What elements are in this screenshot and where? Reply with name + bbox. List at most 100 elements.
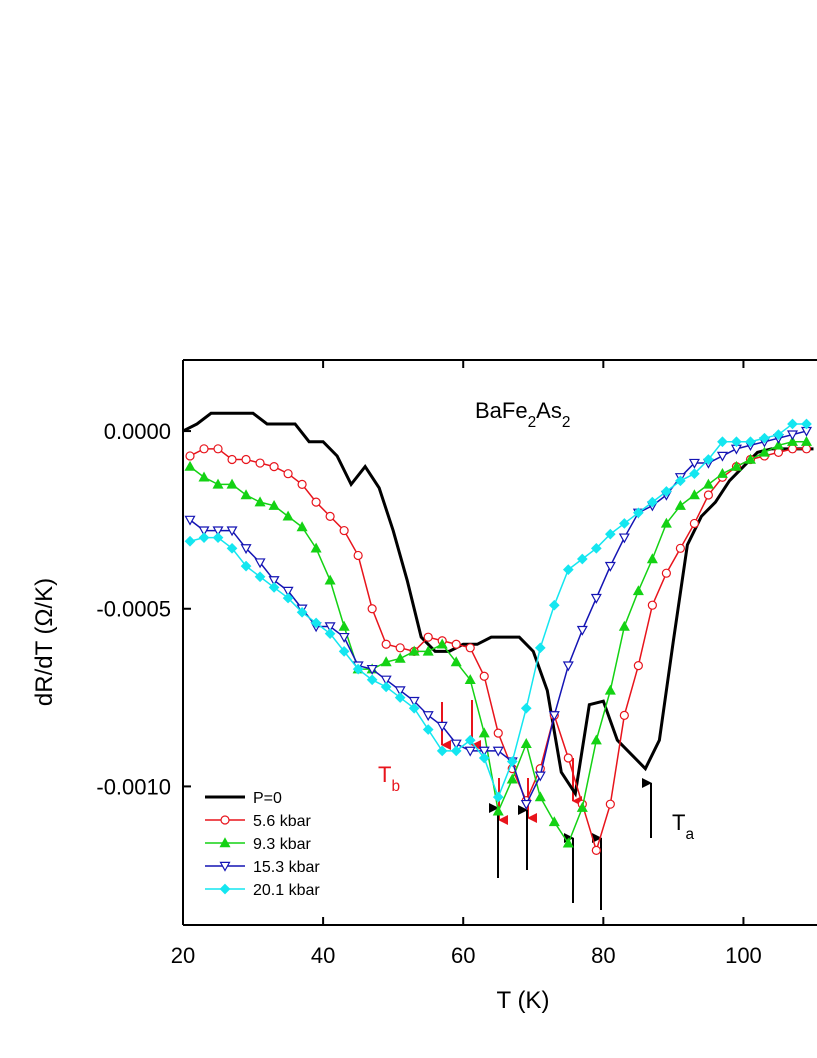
legend-marker [219, 837, 231, 848]
marker [394, 652, 406, 663]
marker [226, 478, 238, 489]
x-tick-label: 60 [451, 943, 475, 968]
x-tick-label: 20 [171, 943, 195, 968]
marker [297, 479, 307, 489]
marker [688, 458, 700, 469]
y-tick-label: 0.0000 [104, 419, 171, 444]
marker [184, 535, 196, 547]
annotation-part: T [378, 762, 391, 787]
legend-label: 5.6 kbar [253, 813, 311, 830]
legend-marker [219, 883, 231, 895]
marker [268, 576, 280, 587]
marker [730, 460, 742, 471]
plot-area [183, 411, 814, 855]
annotation: Tb [378, 762, 400, 795]
marker [395, 643, 405, 653]
marker [282, 586, 294, 597]
marker [562, 564, 574, 576]
marker [492, 746, 504, 757]
marker [675, 543, 685, 553]
x-axis-title: T (K) [497, 987, 550, 1014]
marker [184, 515, 196, 526]
marker [254, 496, 266, 507]
marker [604, 561, 616, 572]
legend: P=0 5.6 kbar 9.3 kbar 15.3 kbar 20.1 kbar [205, 790, 320, 899]
marker [198, 532, 210, 544]
marker [240, 544, 252, 555]
marker [353, 550, 363, 561]
marker [450, 739, 462, 750]
marker [338, 646, 350, 657]
marker [590, 734, 602, 745]
marker [604, 684, 616, 695]
annotation-part: a [685, 826, 694, 843]
marker [534, 791, 546, 802]
marker [702, 478, 714, 489]
marker [254, 558, 266, 569]
x-tick-label: 80 [591, 943, 615, 968]
y-tick-label: -0.0005 [96, 597, 171, 622]
marker [661, 486, 672, 497]
marker [773, 429, 784, 440]
legend-marker [219, 861, 231, 872]
marker [479, 671, 489, 681]
marker [282, 592, 294, 604]
marker [422, 724, 434, 735]
marker [772, 439, 784, 450]
marker [633, 660, 643, 671]
marker [185, 451, 195, 461]
x-tick-label: 100 [725, 943, 762, 968]
marker [338, 620, 350, 631]
marker [786, 430, 799, 441]
marker [296, 606, 308, 618]
marker [436, 721, 448, 732]
marker [367, 604, 377, 614]
marker [478, 752, 490, 764]
marker [493, 728, 503, 738]
marker [520, 702, 532, 714]
marker [227, 454, 237, 465]
chart-title-part: As [536, 398, 562, 423]
marker [576, 802, 588, 812]
marker [703, 490, 714, 500]
legend-label: 20.1 kbar [253, 882, 320, 899]
marker [646, 553, 658, 564]
marker [212, 532, 224, 544]
marker [213, 444, 223, 454]
marker [352, 663, 364, 675]
legend-label: P=0 [253, 790, 282, 807]
marker [450, 656, 462, 667]
marker [647, 496, 658, 508]
marker [773, 447, 784, 457]
marker [436, 745, 448, 757]
marker [618, 620, 630, 631]
marker [339, 525, 349, 536]
marker [450, 745, 462, 757]
marker [226, 526, 238, 537]
marker [478, 727, 490, 738]
marker [394, 686, 406, 697]
marker [464, 734, 476, 746]
legend-marker [220, 815, 230, 825]
marker [465, 643, 475, 653]
marker [464, 674, 476, 685]
marker [688, 489, 700, 500]
marker [647, 600, 657, 610]
marker [618, 518, 630, 529]
marker [534, 771, 546, 782]
marker [381, 639, 391, 649]
chart-title-part: 2 [528, 414, 537, 431]
legend-label: 15.3 kbar [253, 859, 320, 876]
marker [408, 702, 420, 714]
marker [212, 526, 224, 537]
marker [198, 526, 210, 537]
marker [408, 696, 420, 707]
legend-label: 9.3 kbar [253, 836, 311, 853]
marker [325, 511, 335, 521]
marker [619, 710, 629, 720]
chart-title-part: BaFe [475, 398, 528, 423]
marker [548, 711, 560, 722]
marker [366, 674, 378, 686]
axes [182, 359, 817, 926]
chart-title-part: 2 [562, 414, 571, 431]
